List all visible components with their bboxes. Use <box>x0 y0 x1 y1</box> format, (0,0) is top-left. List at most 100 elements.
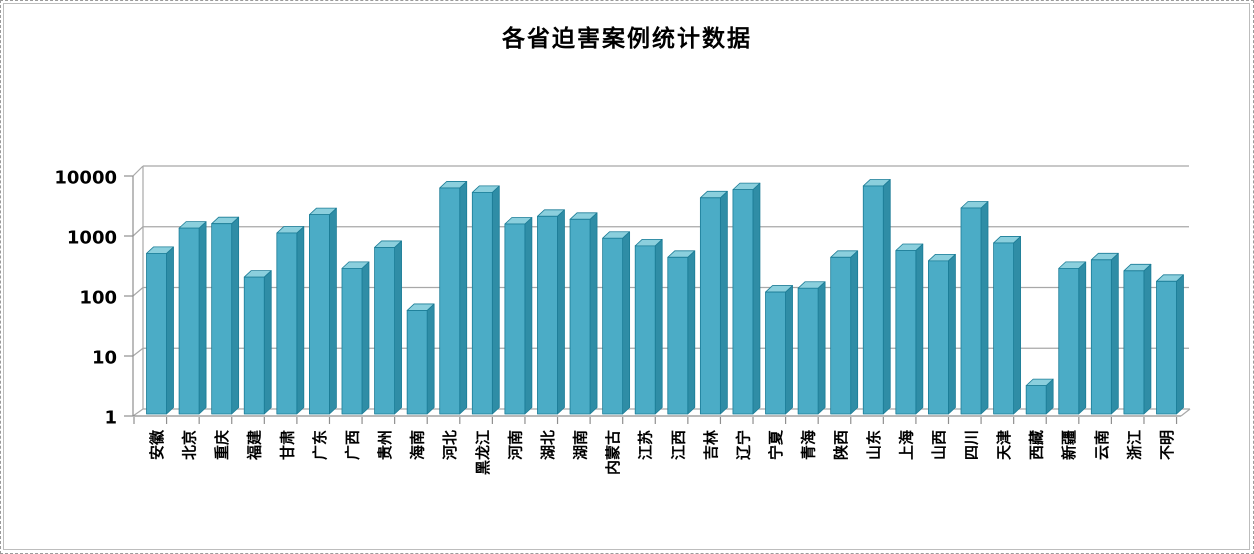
bar <box>276 226 305 415</box>
x-category-label: 陕西 <box>832 430 850 460</box>
bar-front-face <box>928 260 949 415</box>
x-category-label: 河北 <box>441 430 459 460</box>
bar <box>504 217 533 415</box>
bar-side-face <box>589 212 598 415</box>
bar <box>374 240 402 415</box>
bar <box>243 270 272 415</box>
bar-side-face <box>524 217 533 415</box>
y-tick-label: 100 <box>79 288 117 309</box>
bar <box>634 238 663 415</box>
bar-front-face <box>634 245 656 415</box>
bar-side-face <box>1078 261 1087 415</box>
x-category-label: 上海 <box>897 430 915 460</box>
x-category-label: 四川 <box>963 430 981 460</box>
bar <box>699 190 728 415</box>
bar <box>406 303 435 415</box>
x-category-label: 不明 <box>1158 430 1176 460</box>
bar <box>797 281 826 415</box>
bar-front-face <box>243 276 265 415</box>
bar-side-face <box>459 181 468 415</box>
x-category-label: 天津 <box>995 430 1013 460</box>
bar-side-face <box>296 226 305 415</box>
bar-side-face <box>1143 263 1152 415</box>
bar <box>765 285 793 415</box>
y-tick-label: 1 <box>104 408 117 429</box>
bar-side-face <box>622 231 631 415</box>
x-category-label: 河南 <box>506 430 524 460</box>
chart-title: 各省迫害案例统计数据 <box>502 26 752 52</box>
x-category-label: 北京 <box>181 430 199 460</box>
bar-side-face <box>426 303 435 415</box>
bar-front-face <box>569 218 591 415</box>
x-category-label: 山东 <box>865 430 883 460</box>
bar <box>471 185 500 415</box>
bar-front-face <box>797 287 819 415</box>
bar-front-face <box>178 227 200 415</box>
bar-front-face <box>1123 270 1145 415</box>
bar <box>1058 261 1087 415</box>
bar <box>1090 252 1119 415</box>
bar-front-face <box>504 223 526 415</box>
bar <box>830 250 859 415</box>
bar-front-face <box>1025 385 1047 415</box>
bar-front-face <box>374 247 395 415</box>
bar-front-face <box>537 215 558 415</box>
x-category-label: 湖北 <box>539 430 557 460</box>
bar-side-face <box>882 179 891 415</box>
bar-front-face <box>1090 259 1112 415</box>
x-category-label: 海南 <box>409 430 427 460</box>
bar-front-face <box>276 232 298 415</box>
x-category-label: 湖南 <box>572 430 590 460</box>
bar <box>211 216 240 415</box>
x-category-label: 甘肃 <box>278 430 296 460</box>
y-tick-label: 1000 <box>67 228 117 249</box>
bar-side-face <box>557 209 565 415</box>
bar-front-face <box>341 267 363 415</box>
bar <box>928 253 956 415</box>
bar <box>732 182 761 415</box>
bar-side-face <box>980 201 989 415</box>
bar <box>602 231 631 415</box>
x-category-label: 重庆 <box>213 430 231 460</box>
bar-side-face <box>328 207 337 415</box>
bar <box>341 261 370 415</box>
bar-front-face <box>895 250 917 415</box>
x-category-label: 青海 <box>800 430 818 460</box>
x-category-label: 吉林 <box>702 429 720 460</box>
bar <box>960 201 989 415</box>
bar-front-face <box>471 192 493 415</box>
x-category-label: 福建 <box>246 429 264 461</box>
bar-side-face <box>1013 236 1021 415</box>
x-category-label: 新疆 <box>1060 430 1078 460</box>
x-category-label: 江西 <box>669 430 687 460</box>
bar <box>537 209 565 415</box>
x-category-label: 广东 <box>311 430 329 460</box>
bar-front-face <box>308 214 330 415</box>
bar-front-face <box>211 223 233 415</box>
bar <box>1156 274 1184 415</box>
bar-side-face <box>166 246 174 415</box>
x-category-label: 贵州 <box>376 430 394 460</box>
x-category-label: 西藏 <box>1028 430 1046 460</box>
bar-side-face <box>394 240 402 415</box>
bar <box>308 207 337 415</box>
x-category-label: 内蒙古 <box>604 430 622 475</box>
bar <box>1123 263 1152 415</box>
bar-side-face <box>687 250 696 415</box>
depth-connector <box>132 226 144 237</box>
bar <box>1025 378 1054 415</box>
x-category-label: 黑龙江 <box>474 430 492 475</box>
bar-side-face <box>198 221 207 415</box>
bar-front-face <box>439 187 461 415</box>
bar-side-face <box>1110 252 1119 415</box>
bar-side-face <box>948 253 956 415</box>
x-category-label: 浙江 <box>1125 430 1143 460</box>
depth-connector <box>132 408 144 417</box>
bar-front-face <box>146 253 167 415</box>
bar-front-face <box>1058 267 1080 415</box>
x-category-label: 辽宁 <box>734 430 752 460</box>
bar-front-face <box>830 256 852 415</box>
floor-right-edge <box>1180 408 1191 417</box>
bar-side-face <box>719 190 728 415</box>
